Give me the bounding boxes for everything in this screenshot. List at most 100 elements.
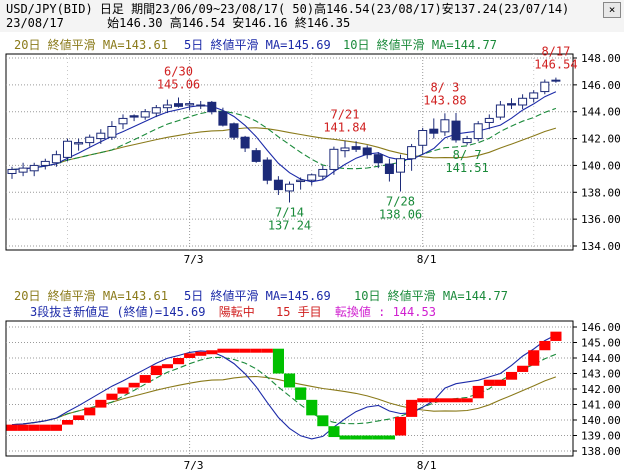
candle-body-up — [40, 160, 50, 166]
line-break-brick-up — [139, 375, 151, 383]
line-break-brick-up — [39, 424, 51, 431]
annotation-date: 8/17 — [541, 45, 570, 59]
candle — [174, 97, 183, 108]
line-break-brick-up — [450, 398, 462, 403]
candle — [218, 107, 228, 127]
line-break-brick-up — [550, 331, 562, 341]
candle-body-up — [285, 183, 294, 192]
bottom-info-status: 陽転中 — [219, 304, 255, 319]
close-button[interactable]: × — [603, 2, 621, 18]
top-plot-area — [5, 53, 574, 251]
line-break-brick-up — [117, 387, 129, 394]
annotation-value: 141.51 — [445, 161, 488, 175]
candle-body-down — [207, 101, 217, 113]
line-break-brick-up — [461, 398, 473, 403]
candle — [40, 158, 50, 170]
line-break-brick-up — [62, 420, 74, 425]
candle-body-up — [440, 119, 450, 133]
top-x-tick-label: 8/1 — [417, 253, 437, 266]
line-break-brick-up — [73, 415, 85, 420]
candle — [229, 122, 239, 140]
line-break-brick-up — [472, 385, 484, 399]
candle-body-up — [107, 125, 117, 138]
annotation-date: 7/21 — [331, 108, 360, 122]
line-break-brick-down — [350, 435, 362, 440]
annotation-date: 8/ 3 — [430, 80, 459, 94]
bottom-info-line: 3段抜き新値足 (終値)=145.69 陽転中 15 手目 転換値 : 144.… — [30, 304, 436, 319]
top-y-tick-label: 144.00 — [581, 106, 621, 119]
top-legend-ma20: 20日 終値平滑 MA=143.61 — [14, 37, 168, 52]
top-y-tick-label: 134.00 — [581, 240, 621, 253]
candle-body-down — [218, 111, 228, 126]
header-line-ohlc: 23/08/17 始146.30 高146.54 安146.16 終146.35 — [6, 16, 351, 30]
bottom-y-tick-label: 139.00 — [581, 430, 621, 443]
candle — [540, 79, 550, 95]
line-break-brick-up — [17, 424, 29, 431]
candle — [74, 138, 84, 151]
top-x-axis: 7/3 8/1 — [184, 253, 437, 266]
candle-body-up — [140, 111, 150, 118]
candle — [207, 100, 217, 115]
top-ma5-line — [11, 91, 557, 183]
candle-body-up — [51, 154, 61, 164]
candle — [495, 100, 505, 120]
line-break-brick-up — [28, 424, 40, 431]
bottom-y-tick-label: 146.00 — [581, 321, 621, 334]
candle — [262, 157, 272, 185]
bottom-legend-ma10: 10日 終値平滑 MA=144.77 — [354, 288, 508, 303]
bottom-legend-ma5: 5日 終値平滑 MA=145.69 — [184, 288, 331, 303]
annotation-date: 7/28 — [386, 194, 415, 208]
candle — [273, 176, 283, 195]
annotation-date: 7/14 — [275, 205, 304, 219]
candle-body-down — [507, 103, 516, 106]
annotation-date: 6/30 — [164, 64, 193, 78]
candle — [307, 173, 317, 186]
candle-body-up — [185, 103, 195, 106]
bottom-y-axis: 146.00 145.00 144.00 143.00 142.00 141.00 140.… — [573, 321, 621, 458]
candle-body-up — [529, 92, 539, 99]
candle — [240, 135, 250, 152]
candle — [418, 127, 428, 155]
line-break-brick-up — [184, 353, 196, 358]
candle-body-up — [296, 179, 306, 183]
line-break-brick-up — [228, 348, 240, 353]
candle-body-up — [551, 79, 561, 82]
annotation-value: 145.06 — [157, 77, 200, 91]
bottom-info-prefix: 3段抜き新値足 (終値)=145.69 — [30, 304, 205, 319]
line-break-brick-up — [417, 398, 429, 403]
candle — [118, 114, 128, 130]
candle — [129, 114, 139, 122]
annotation-date: 8/ 7 — [453, 148, 482, 162]
candle — [351, 141, 361, 152]
candle — [107, 121, 117, 140]
candle-body-up — [74, 142, 84, 145]
bottom-y-tick-label: 138.00 — [581, 445, 621, 458]
line-break-brick-up — [195, 351, 207, 356]
bottom-y-tick-label: 143.00 — [581, 368, 621, 381]
candle — [340, 140, 350, 158]
bottom-info-reversal: 転換値 : 144.53 — [335, 304, 436, 319]
candle — [85, 134, 95, 147]
candle — [529, 90, 539, 103]
top-ma10-line — [11, 107, 557, 171]
line-break-brick-up — [161, 364, 173, 369]
top-y-tick-label: 146.00 — [581, 79, 621, 92]
candle — [518, 94, 528, 110]
top-y-tick-label: 142.00 — [581, 133, 621, 146]
candle — [451, 113, 461, 143]
candle-body-up — [29, 164, 39, 172]
line-break-brick-up — [173, 358, 185, 365]
line-break-brick-down — [317, 415, 329, 427]
top-moving-averages — [11, 91, 557, 183]
candle — [251, 147, 261, 163]
header-line-period: USD/JPY(BID) 日足 期間23/06/09~23/08/17( 50)… — [6, 2, 570, 16]
line-break-brick-up — [150, 365, 162, 376]
candle — [51, 150, 61, 167]
candle — [185, 100, 195, 111]
candle — [473, 121, 483, 142]
candle — [440, 113, 450, 136]
annotation-value: 137.24 — [268, 218, 311, 232]
candle — [551, 77, 561, 83]
line-break-brick-down — [306, 399, 318, 416]
